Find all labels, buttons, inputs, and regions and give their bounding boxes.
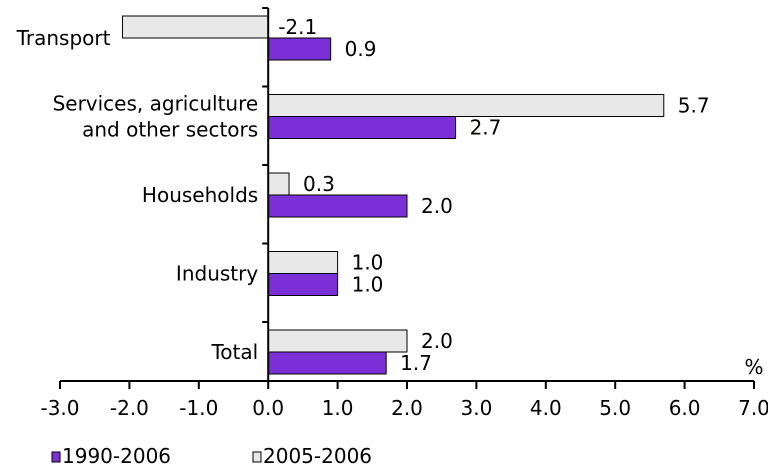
category-label-3: Industry [176, 262, 258, 286]
bar-2005-2006-2 [267, 172, 290, 196]
x-tick-label-1: -2.0 [110, 396, 149, 420]
axes-group: -3.0 -2.0 -1.0 0.0 1.0 2.0 3.0 4.0 5.0 6.0 7.0 [40, 7, 768, 420]
x-tick-label-4: 1.0 [322, 396, 354, 420]
bar-1990-2006-4 [267, 351, 387, 375]
value-label-2005-2006-0: -2.1 [278, 15, 317, 39]
value-labels-group: -2.10.95.72.70.32.01.01.02.01.7 [278, 15, 709, 375]
x-tick-label-10: 7.0 [738, 396, 768, 420]
x-tick-label-2: -1.0 [179, 396, 218, 420]
bar-1990-2006-3 [267, 273, 339, 296]
legend-swatch-2005-2006 [252, 451, 262, 463]
bar-2005-2006-1 [267, 94, 665, 117]
x-tick-label-7: 4.0 [530, 396, 562, 420]
x-tick-label-3: 0.0 [252, 396, 284, 420]
value-label-2005-2006-4: 2.0 [421, 329, 453, 353]
bar-2005-2006-3 [267, 251, 339, 274]
value-label-2005-2006-1: 5.7 [678, 94, 710, 118]
x-tick-label-5: 2.0 [391, 396, 423, 420]
category-label-4: Total [210, 340, 258, 364]
value-label-1990-2006-4: 1.7 [400, 351, 432, 375]
bar-1990-2006-1 [267, 116, 457, 139]
value-label-2005-2006-3: 1.0 [352, 251, 384, 275]
value-label-1990-2006-2: 2.0 [421, 194, 453, 218]
bar-1990-2006-2 [267, 194, 408, 218]
value-label-2005-2006-2: 0.3 [303, 172, 335, 196]
x-tick-label-6: 3.0 [460, 396, 492, 420]
x-tick-label-0: -3.0 [40, 396, 79, 420]
bar-2005-2006-4 [267, 329, 408, 353]
bar-1990-2006-0 [267, 37, 332, 61]
bar-2005-2006-0 [121, 15, 269, 39]
value-label-1990-2006-3: 1.0 [352, 273, 384, 297]
value-label-1990-2006-1: 2.7 [470, 116, 502, 140]
legend: 1990-2006 2005-2006 [51, 444, 372, 468]
legend-label-2005-2006: 2005-2006 [263, 444, 372, 468]
x-axis-unit-label: % [744, 355, 763, 379]
category-label-2: Households [142, 183, 258, 207]
category-label-1: Services, agriculture and other sectors [53, 92, 259, 142]
x-tick-label-8: 5.0 [599, 396, 631, 420]
x-tick-label-9: 6.0 [669, 396, 701, 420]
value-label-1990-2006-0: 0.9 [345, 37, 377, 61]
category-label-0: Transport [16, 26, 111, 50]
legend-swatch-1990-2006 [51, 451, 61, 463]
legend-label-1990-2006: 1990-2006 [62, 444, 171, 468]
category-labels-group: Transport Services, agriculture and other … [16, 26, 259, 364]
